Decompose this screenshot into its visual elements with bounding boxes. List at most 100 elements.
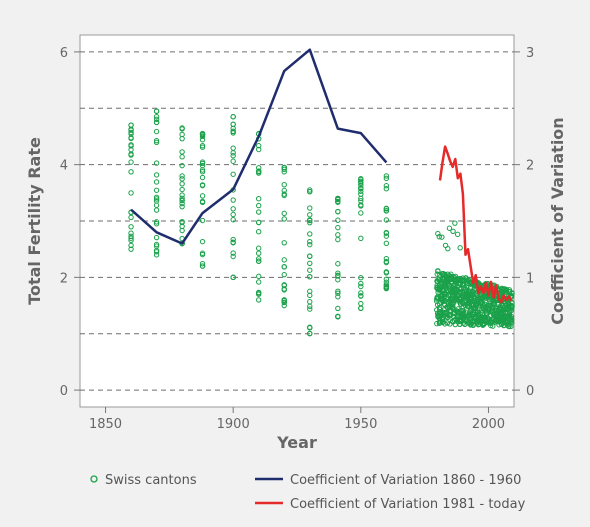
- canton-point: [307, 241, 313, 248]
- canton-point: [457, 245, 463, 251]
- canton-point: [335, 294, 341, 300]
- canton-point: [179, 154, 185, 160]
- canton-point: [383, 269, 390, 275]
- canton-point: [358, 191, 364, 197]
- canton-point: [128, 127, 134, 133]
- canton-point: [153, 219, 160, 225]
- canton-point: [179, 197, 185, 204]
- canton-point: [358, 300, 364, 307]
- right-tick-label: 3: [526, 46, 534, 61]
- canton-point: [435, 230, 441, 237]
- canton-point: [153, 179, 160, 185]
- canton-point: [307, 274, 313, 280]
- canton-point: [307, 260, 313, 266]
- canton-point: [281, 192, 287, 199]
- canton-point: [153, 194, 160, 201]
- canton-point: [128, 169, 134, 175]
- cv-1981-today-line: [438, 145, 513, 304]
- canton-point: [179, 162, 185, 169]
- canton-point: [465, 280, 471, 287]
- canton-point: [335, 270, 341, 276]
- canton-point: [358, 176, 364, 183]
- canton-point: [505, 323, 512, 329]
- canton-point: [383, 233, 390, 239]
- x-axis-ticks: 1850 1900 1950 2000: [89, 407, 505, 432]
- canton-point: [256, 245, 262, 251]
- canton-point: [358, 290, 364, 296]
- canton-point: [335, 217, 341, 223]
- canton-point: [128, 143, 134, 149]
- left-tick-label: 4: [60, 159, 68, 174]
- canton-point: [256, 170, 262, 176]
- canton-point: [444, 320, 451, 326]
- canton-point: [467, 312, 473, 318]
- canton-point: [470, 322, 476, 328]
- canton-point: [490, 301, 497, 307]
- canton-point: [256, 291, 262, 297]
- right-axis-ticks: 0 1 2 3: [514, 46, 534, 399]
- canton-point: [153, 160, 160, 166]
- canton-point: [469, 291, 476, 297]
- canton-point: [153, 241, 160, 248]
- canton-point: [436, 233, 442, 240]
- canton-point: [230, 158, 236, 164]
- canton-point: [199, 174, 206, 181]
- canton-point: [128, 135, 134, 142]
- canton-point: [307, 325, 313, 331]
- canton-point: [437, 304, 443, 311]
- canton-point: [307, 187, 313, 193]
- canton-point: [153, 113, 160, 120]
- canton-point: [179, 195, 185, 201]
- canton-point: [383, 282, 390, 288]
- canton-point: [281, 164, 287, 171]
- canton-point: [307, 292, 313, 299]
- canton-point: [153, 116, 160, 122]
- canton-point: [358, 188, 364, 194]
- x-tick-label: 1850: [89, 417, 122, 432]
- canton-point: [199, 238, 206, 245]
- canton-point: [230, 274, 236, 281]
- canton-point: [230, 211, 236, 218]
- canton-point: [153, 137, 160, 144]
- canton-point: [358, 210, 364, 216]
- canton-point: [179, 227, 185, 234]
- canton-point: [179, 192, 185, 198]
- canton-point: [153, 202, 160, 208]
- canton-point: [335, 224, 341, 231]
- x-tick-label: 1900: [217, 417, 250, 432]
- canton-point: [447, 312, 454, 319]
- canton-point: [199, 198, 206, 205]
- right-tick-label: 2: [526, 159, 534, 174]
- canton-point: [153, 128, 160, 135]
- canton-point: [153, 108, 160, 115]
- canton-point: [281, 240, 287, 246]
- canton-point: [128, 190, 134, 196]
- canton-point: [335, 313, 341, 320]
- canton-point: [307, 231, 313, 237]
- canton-point: [128, 129, 134, 136]
- canton-point: [281, 299, 287, 306]
- legend-cv-1860-label: Coefficient of Variation 1860 - 1960: [290, 473, 521, 488]
- canton-point: [441, 272, 448, 279]
- canton-point: [230, 150, 236, 156]
- canton-point: [281, 210, 287, 217]
- canton-point: [256, 279, 262, 285]
- canton-point: [153, 249, 160, 255]
- canton-point: [179, 186, 185, 193]
- legend: Swiss cantons Coefficient of Variation 1…: [90, 473, 526, 512]
- canton-point: [500, 303, 506, 309]
- canton-point: [256, 219, 262, 226]
- canton-point: [335, 305, 341, 312]
- canton-point: [230, 240, 236, 246]
- canton-point: [179, 181, 185, 187]
- canton-point: [256, 229, 262, 235]
- canton-point: [199, 162, 206, 169]
- canton-point: [128, 159, 134, 165]
- canton-point: [358, 275, 364, 281]
- canton-point: [358, 280, 364, 287]
- canton-point: [335, 277, 341, 283]
- canton-point: [358, 182, 364, 188]
- canton-point: [153, 172, 160, 178]
- canton-point: [128, 235, 134, 241]
